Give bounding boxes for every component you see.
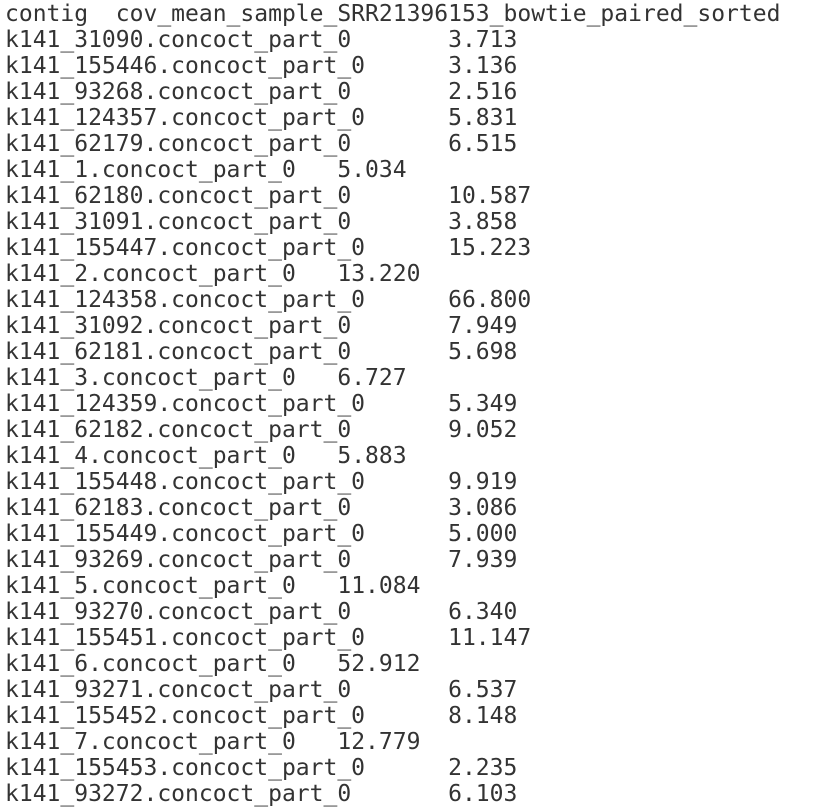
table-row: k141_93269.concoct_part_0 7.939 [5, 547, 518, 573]
table-row: k141_155451.concoct_part_0 11.147 [5, 625, 532, 651]
table-row: k141_3.concoct_part_0 6.727 [5, 365, 407, 391]
table-row: k141_5.concoct_part_0 11.084 [5, 573, 421, 599]
table-row: k141_2.concoct_part_0 13.220 [5, 261, 421, 287]
table-row: k141_155449.concoct_part_0 5.000 [5, 521, 518, 547]
table-row: k141_62181.concoct_part_0 5.698 [5, 339, 518, 365]
table-row: k141_93272.concoct_part_0 6.103 [5, 781, 518, 807]
table-row: k141_155447.concoct_part_0 15.223 [5, 235, 532, 261]
table-row: k141_93270.concoct_part_0 6.340 [5, 599, 518, 625]
table-row: k141_31090.concoct_part_0 3.713 [5, 27, 518, 53]
table-row: k141_62180.concoct_part_0 10.587 [5, 183, 532, 209]
table-row: k141_62179.concoct_part_0 6.515 [5, 131, 518, 157]
header-row: contig cov_mean_sample_SRR21396153_bowti… [5, 1, 781, 27]
table-row: k141_31091.concoct_part_0 3.858 [5, 209, 518, 235]
table-row: k141_1.concoct_part_0 5.034 [5, 157, 407, 183]
table-row: k141_62182.concoct_part_0 9.052 [5, 417, 518, 443]
table-row: k141_124357.concoct_part_0 5.831 [5, 105, 518, 131]
table-row: k141_155453.concoct_part_0 2.235 [5, 755, 518, 781]
table-row: k141_7.concoct_part_0 12.779 [5, 729, 421, 755]
table-row: k141_93271.concoct_part_0 6.537 [5, 677, 518, 703]
table-row: k141_6.concoct_part_0 52.912 [5, 651, 421, 677]
table-row: k141_124359.concoct_part_0 5.349 [5, 391, 518, 417]
table-row: k141_4.concoct_part_0 5.883 [5, 443, 407, 469]
table-row: k141_155446.concoct_part_0 3.136 [5, 53, 518, 79]
table-row: k141_93268.concoct_part_0 2.516 [5, 79, 518, 105]
table-row: k141_62183.concoct_part_0 3.086 [5, 495, 518, 521]
table-row: k141_31092.concoct_part_0 7.949 [5, 313, 518, 339]
table-row: k141_155452.concoct_part_0 8.148 [5, 703, 518, 729]
table-row: k141_155448.concoct_part_0 9.919 [5, 469, 518, 495]
table-row: k141_124358.concoct_part_0 66.800 [5, 287, 532, 313]
